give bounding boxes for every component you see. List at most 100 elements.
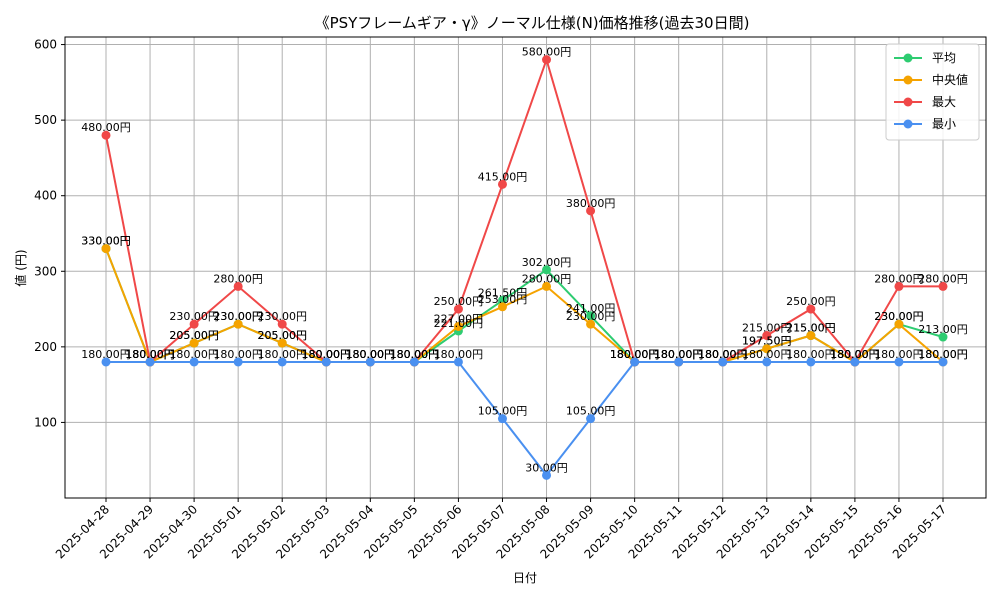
data-label: 280.00円 xyxy=(213,272,263,285)
y-tick-label: 200 xyxy=(34,340,57,354)
data-label: 230.00円 xyxy=(213,310,263,323)
data-label: 221.00円 xyxy=(434,317,484,330)
data-label: 330.00円 xyxy=(81,235,131,248)
data-label: 180.00円 xyxy=(830,348,880,361)
chart-title: 《PSYフレームギア・γ》ノーマル仕様(N)価格推移(過去30日間) xyxy=(315,14,750,32)
data-label: 180.00円 xyxy=(610,348,660,361)
data-label: 180.00円 xyxy=(654,348,704,361)
data-point xyxy=(586,414,596,424)
data-point xyxy=(630,357,640,367)
legend-swatch-marker xyxy=(903,53,913,63)
data-label: 180.00円 xyxy=(257,348,307,361)
y-tick-label: 600 xyxy=(34,38,57,52)
data-label: 480.00円 xyxy=(81,121,131,134)
data-point xyxy=(277,357,287,367)
data-point xyxy=(850,357,860,367)
data-label: 302.00円 xyxy=(522,256,572,269)
data-label: 180.00円 xyxy=(125,348,175,361)
data-point xyxy=(233,357,243,367)
data-point xyxy=(453,304,463,314)
data-point xyxy=(497,295,507,305)
data-label: 180.00円 xyxy=(434,348,484,361)
data-point xyxy=(542,281,552,291)
data-label: 180.00円 xyxy=(390,348,440,361)
data-label: 180.00円 xyxy=(390,348,440,361)
data-label: 180.00円 xyxy=(830,348,880,361)
data-label: 180.00円 xyxy=(302,348,352,361)
data-label: 250.00円 xyxy=(786,295,836,308)
data-label: 105.00円 xyxy=(478,405,528,418)
data-point xyxy=(497,179,507,189)
data-label: 230.00円 xyxy=(213,310,263,323)
data-label: 280.00円 xyxy=(874,272,924,285)
data-point xyxy=(101,130,111,140)
legend-swatch-marker xyxy=(903,119,913,129)
data-label: 180.00円 xyxy=(302,348,352,361)
data-label: 180.00円 xyxy=(830,348,880,361)
data-label: 241.00円 xyxy=(566,302,616,315)
data-point xyxy=(894,281,904,291)
data-label: 580.00円 xyxy=(522,46,572,59)
data-label: 215.00円 xyxy=(786,322,836,335)
data-label: 180.00円 xyxy=(786,348,836,361)
data-label: 213.00円 xyxy=(918,323,968,336)
plot-area-frame xyxy=(64,36,987,499)
data-label: 180.00円 xyxy=(918,348,968,361)
data-point xyxy=(938,281,948,291)
data-point xyxy=(542,265,552,275)
data-point xyxy=(453,321,463,331)
data-label: 215.00円 xyxy=(786,322,836,335)
legend-label: 最大 xyxy=(932,95,956,109)
y-tick-label: 400 xyxy=(34,189,57,203)
data-label: 105.00円 xyxy=(566,405,616,418)
data-point xyxy=(453,357,463,367)
data-point xyxy=(321,357,331,367)
x-axis-label: 日付 xyxy=(513,571,537,585)
data-point xyxy=(586,311,596,321)
data-label: 227.00円 xyxy=(434,312,484,325)
data-point xyxy=(762,344,772,354)
data-label: 205.00円 xyxy=(169,329,219,342)
series-line xyxy=(105,248,944,364)
data-label: 205.00円 xyxy=(169,329,219,342)
data-label: 180.00円 xyxy=(302,348,352,361)
data-label: 253.00円 xyxy=(478,293,528,306)
data-label: 180.00円 xyxy=(302,348,352,361)
data-label: 415.00円 xyxy=(478,170,528,183)
data-point xyxy=(101,244,111,254)
data-point xyxy=(894,319,904,329)
data-point xyxy=(101,357,111,367)
y-axis-label: 値 (円) xyxy=(13,249,28,286)
data-point xyxy=(674,357,684,367)
data-label: 180.00円 xyxy=(654,348,704,361)
data-label: 180.00円 xyxy=(125,348,175,361)
data-point xyxy=(542,470,552,480)
data-point xyxy=(806,331,816,341)
data-label: 180.00円 xyxy=(742,348,792,361)
data-label: 180.00円 xyxy=(610,348,660,361)
legend-label: 中央値 xyxy=(932,72,968,87)
data-label: 180.00円 xyxy=(390,348,440,361)
data-point xyxy=(233,281,243,291)
y-tick-label: 100 xyxy=(34,415,57,429)
data-label: 180.00円 xyxy=(654,348,704,361)
data-label: 230.00円 xyxy=(874,310,924,323)
data-label: 180.00円 xyxy=(698,348,748,361)
data-label: 180.00円 xyxy=(698,348,748,361)
data-point xyxy=(233,319,243,329)
y-tick-label: 300 xyxy=(34,264,57,278)
data-label: 180.00円 xyxy=(874,348,924,361)
data-label: 180.00円 xyxy=(346,348,396,361)
data-point xyxy=(189,338,199,348)
data-point xyxy=(586,319,596,329)
data-point xyxy=(189,357,199,367)
data-label: 230.00円 xyxy=(874,310,924,323)
data-label: 380.00円 xyxy=(566,197,616,210)
data-point xyxy=(894,357,904,367)
data-point xyxy=(938,357,948,367)
data-label: 230.00円 xyxy=(566,310,616,323)
data-label: 280.00円 xyxy=(918,272,968,285)
data-point xyxy=(806,357,816,367)
data-point xyxy=(542,55,552,65)
